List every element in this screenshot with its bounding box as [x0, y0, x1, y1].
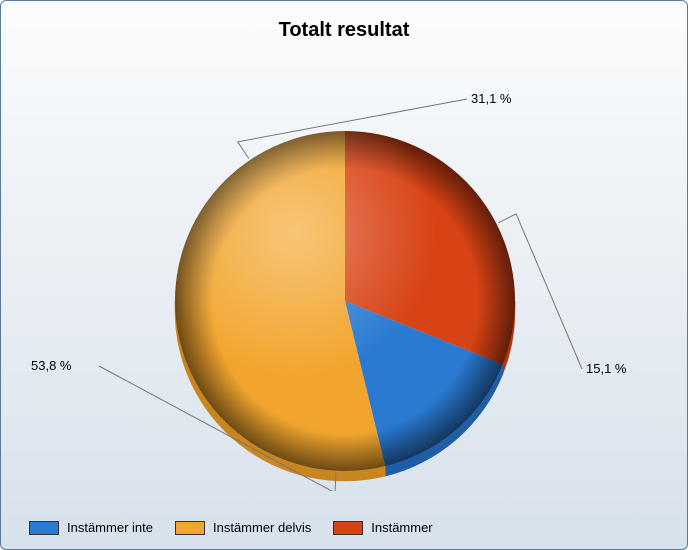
legend-item: Instämmer	[333, 520, 432, 535]
legend-item: Instämmer delvis	[175, 520, 311, 535]
legend-label: Instämmer	[371, 520, 432, 535]
legend-label: Instämmer delvis	[213, 520, 311, 535]
pie-chart-svg: 31,1 % 15,1 % 53,8 %	[1, 56, 688, 491]
legend-swatch	[333, 521, 363, 535]
legend-item: Instämmer inte	[29, 520, 153, 535]
pie-chart-area: 31,1 % 15,1 % 53,8 %	[1, 56, 687, 489]
legend: Instämmer inte Instämmer delvis Instämme…	[29, 520, 659, 535]
legend-swatch	[175, 521, 205, 535]
pie-callout-label: 15,1 %	[586, 361, 627, 376]
pie-callout-label: 53,8 %	[31, 358, 72, 373]
chart-title: Totalt resultat	[1, 1, 687, 42]
pie-callout-label: 31,1 %	[471, 91, 512, 106]
legend-swatch	[29, 521, 59, 535]
chart-container: Totalt resultat 31,1 % 15,1 % 53,8 % Instä…	[0, 0, 688, 550]
legend-label: Instämmer inte	[67, 520, 153, 535]
